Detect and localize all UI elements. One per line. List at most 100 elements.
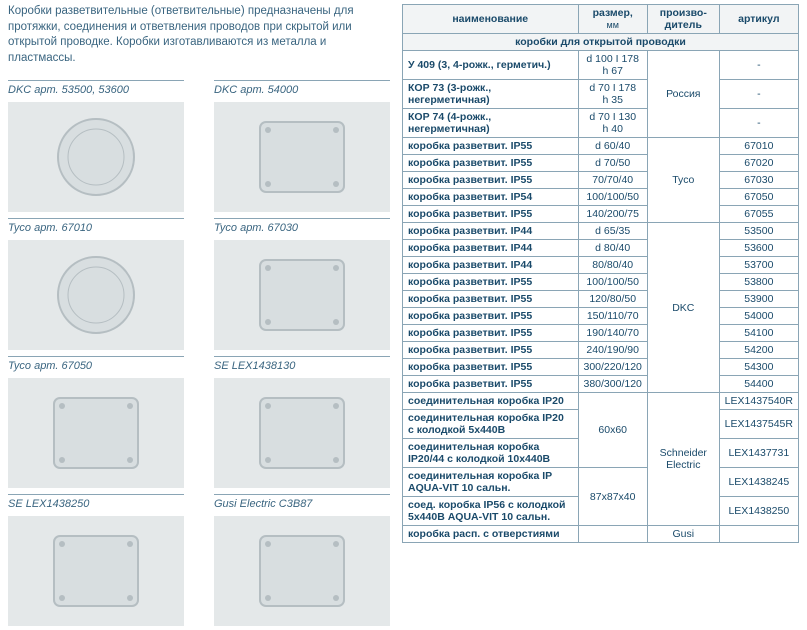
col-art: артикул (719, 5, 798, 34)
table-row: коробка разветвит. IP55300/220/12054300 (403, 359, 799, 376)
cell-art: - (719, 109, 798, 138)
cell-art: 54000 (719, 308, 798, 325)
col-name: наименование (403, 5, 579, 34)
cell-size: 80/80/40 (578, 257, 647, 274)
left-column: Коробки разветвительные (ответвительные)… (8, 4, 390, 626)
col-mfr: произво-дитель (647, 5, 719, 34)
table-row: коробка разветвит. IP54100/100/5067050 (403, 189, 799, 206)
product-card: SE LEX1438250 (8, 494, 184, 626)
cell-name: коробка разветвит. IP55 (403, 172, 579, 189)
table-row: коробка разветвит. IP55d 60/40Tyco67010 (403, 138, 799, 155)
table-row: КОР 74 (4-рожк., негерметичная)d 70 I 13… (403, 109, 799, 138)
product-card: DKC арт. 54000 (214, 80, 390, 212)
product-label: SE LEX1438250 (8, 494, 184, 514)
spec-table: наименованиеразмер,ммпроизво-дительартик… (402, 4, 799, 543)
cell-size: 60x60 (578, 393, 647, 468)
cell-art: LEX1437545R (719, 410, 798, 439)
table-row: У 409 (3, 4-рожк., герметич.)d 100 I 178… (403, 51, 799, 80)
cell-size: 240/190/90 (578, 342, 647, 359)
product-image (8, 240, 184, 350)
product-image (214, 378, 390, 488)
cell-art: - (719, 51, 798, 80)
cell-name: соединительная коробка IP20 с колодкой 5… (403, 410, 579, 439)
cell-size: 100/100/50 (578, 274, 647, 291)
cell-name: соединительная коробка IP20 (403, 393, 579, 410)
product-image (8, 378, 184, 488)
cell-name: соединительная коробка IP AQUA-VIT 10 са… (403, 468, 579, 497)
product-card: Tyco арт. 67030 (214, 218, 390, 350)
table-row: коробка разветвит. IP55190/140/70 54100 (403, 325, 799, 342)
product-label: Gusi Electric C3B87 (214, 494, 390, 514)
table-row: коробка разветвит. IP55240/190/90 54200 (403, 342, 799, 359)
cell-name: коробка разветвит. IP55 (403, 308, 579, 325)
product-image (214, 516, 390, 626)
table-row: КОР 73 (3-рожк., негерметичная)d 70 I 17… (403, 80, 799, 109)
cell-name: коробка разветвит. IP55 (403, 342, 579, 359)
cell-art: 54100 (719, 325, 798, 342)
cell-name: коробка разветвит. IP44 (403, 223, 579, 240)
table-row: коробка разветвит. IP4480/80/40 53700 (403, 257, 799, 274)
cell-name: коробка разветвит. IP55 (403, 274, 579, 291)
table-row: коробка разветвит. IP44d 80/4053600 (403, 240, 799, 257)
cell-size: 300/220/120 (578, 359, 647, 376)
cell-name: коробка разветвит. IP55 (403, 155, 579, 172)
cell-art: 53900 (719, 291, 798, 308)
right-column: наименованиеразмер,ммпроизво-дительартик… (402, 4, 799, 626)
cell-art: 67020 (719, 155, 798, 172)
cell-size: d 60/40 (578, 138, 647, 155)
cell-art: 54300 (719, 359, 798, 376)
cell-art: - (719, 80, 798, 109)
product-image (214, 240, 390, 350)
table-row: коробка разветвит. IP55d 70/50 67020 (403, 155, 799, 172)
cell-art: 53800 (719, 274, 798, 291)
cell-art: LEX1437540R (719, 393, 798, 410)
cell-name: коробка разветвит. IP55 (403, 325, 579, 342)
cell-name: коробка разветвит. IP44 (403, 257, 579, 274)
product-card: Gusi Electric C3B87 (214, 494, 390, 626)
cell-art: 54400 (719, 376, 798, 393)
cell-art: LEX1438250 (719, 497, 798, 526)
cell-art: 67030 (719, 172, 798, 189)
cell-size: 190/140/70 (578, 325, 647, 342)
cell-size: d 70/50 (578, 155, 647, 172)
table-row: коробка разветвит. IP55150/110/7054000 (403, 308, 799, 325)
cell-art: LEX1437731 (719, 439, 798, 468)
product-label: DKC арт. 53500, 53600 (8, 80, 184, 100)
cell-art: 53700 (719, 257, 798, 274)
product-label: Tyco арт. 67030 (214, 218, 390, 238)
cell-name: КОР 74 (4-рожк., негерметичная) (403, 109, 579, 138)
table-row: коробка разветвит. IP55380/300/12054400 (403, 376, 799, 393)
product-card: SE LEX1438130 (214, 356, 390, 488)
cell-name: коробка разветвит. IP54 (403, 189, 579, 206)
cell-art: 54200 (719, 342, 798, 359)
cell-name: коробка разветвит. IP55 (403, 291, 579, 308)
cell-name: соед. коробка IP56 с колодкой 5x440В AQU… (403, 497, 579, 526)
cell-name: коробка разветвит. IP55 (403, 376, 579, 393)
product-image (214, 102, 390, 212)
cell-mfr: Schneider Electric (647, 393, 719, 526)
cell-size: d 80/40 (578, 240, 647, 257)
table-row: коробка разветвит. IP55120/80/50 53900 (403, 291, 799, 308)
cell-size: 120/80/50 (578, 291, 647, 308)
cell-art: 53600 (719, 240, 798, 257)
cell-size: 87x87x40 (578, 468, 647, 526)
product-image (8, 102, 184, 212)
cell-mfr: DKC (647, 223, 719, 393)
product-label: Tyco арт. 67050 (8, 356, 184, 376)
cell-mfr: Gusi (647, 526, 719, 543)
cell-art: 67055 (719, 206, 798, 223)
section-header: коробки для открытой проводки (403, 34, 799, 51)
cell-mfr: Tyco (647, 138, 719, 223)
cell-size: 70/70/40 (578, 172, 647, 189)
cell-size: 100/100/50 (578, 189, 647, 206)
table-row: соединительная коробка IP AQUA-VIT 10 са… (403, 468, 799, 497)
cell-name: соединительная коробка IP20/44 с колодко… (403, 439, 579, 468)
cell-art: LEX1438245 (719, 468, 798, 497)
cell-name: коробка расп. с отверстиями (403, 526, 579, 543)
cell-mfr: Россия (647, 51, 719, 138)
cell-name: КОР 73 (3-рожк., негерметичная) (403, 80, 579, 109)
product-card: DKC арт. 53500, 53600 (8, 80, 184, 212)
cell-size: d 70 I 178h 35 (578, 80, 647, 109)
cell-name: У 409 (3, 4-рожк., герметич.) (403, 51, 579, 80)
table-row: соединительная коробка IP2060x60Schneide… (403, 393, 799, 410)
